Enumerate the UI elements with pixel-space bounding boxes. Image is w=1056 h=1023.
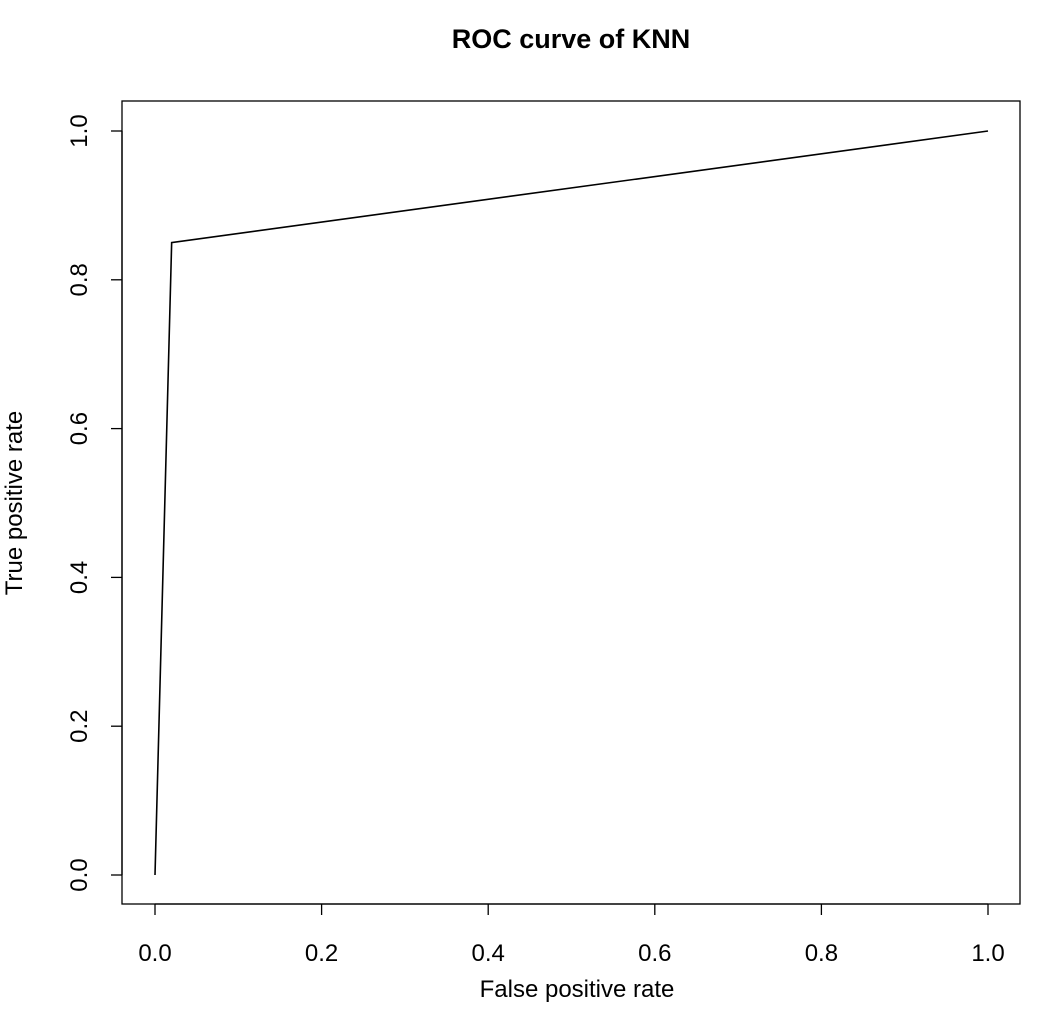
y-tick-label: 0.2 [66,710,93,743]
x-tick-label: 0.8 [805,940,838,967]
x-axis-label: False positive rate [480,976,675,1003]
chart-title: ROC curve of KNN [452,24,691,54]
x-tick-label: 0.0 [138,940,171,967]
y-tick-label: 0.8 [66,263,93,296]
series-layer [154,130,989,876]
roc-curve-line [154,130,989,876]
y-tick-label: 0.0 [66,858,93,891]
y-tick-label: 0.4 [66,561,93,594]
x-tick-label: 0.4 [472,940,505,967]
y-tick-label: 1.0 [66,114,93,147]
x-tick-label: 0.2 [305,940,338,967]
x-axis: 0.0 0.2 0.4 0.6 0.8 1.0 [138,903,1005,967]
y-axis-label: True positive rate [1,411,28,596]
y-tick-label: 0.6 [66,412,93,445]
x-tick-label: 0.6 [638,940,671,967]
x-tick-label: 1.0 [971,940,1004,967]
y-axis: 0.0 0.2 0.4 0.6 0.8 1.0 [66,114,123,892]
plot-frame [121,100,1021,905]
